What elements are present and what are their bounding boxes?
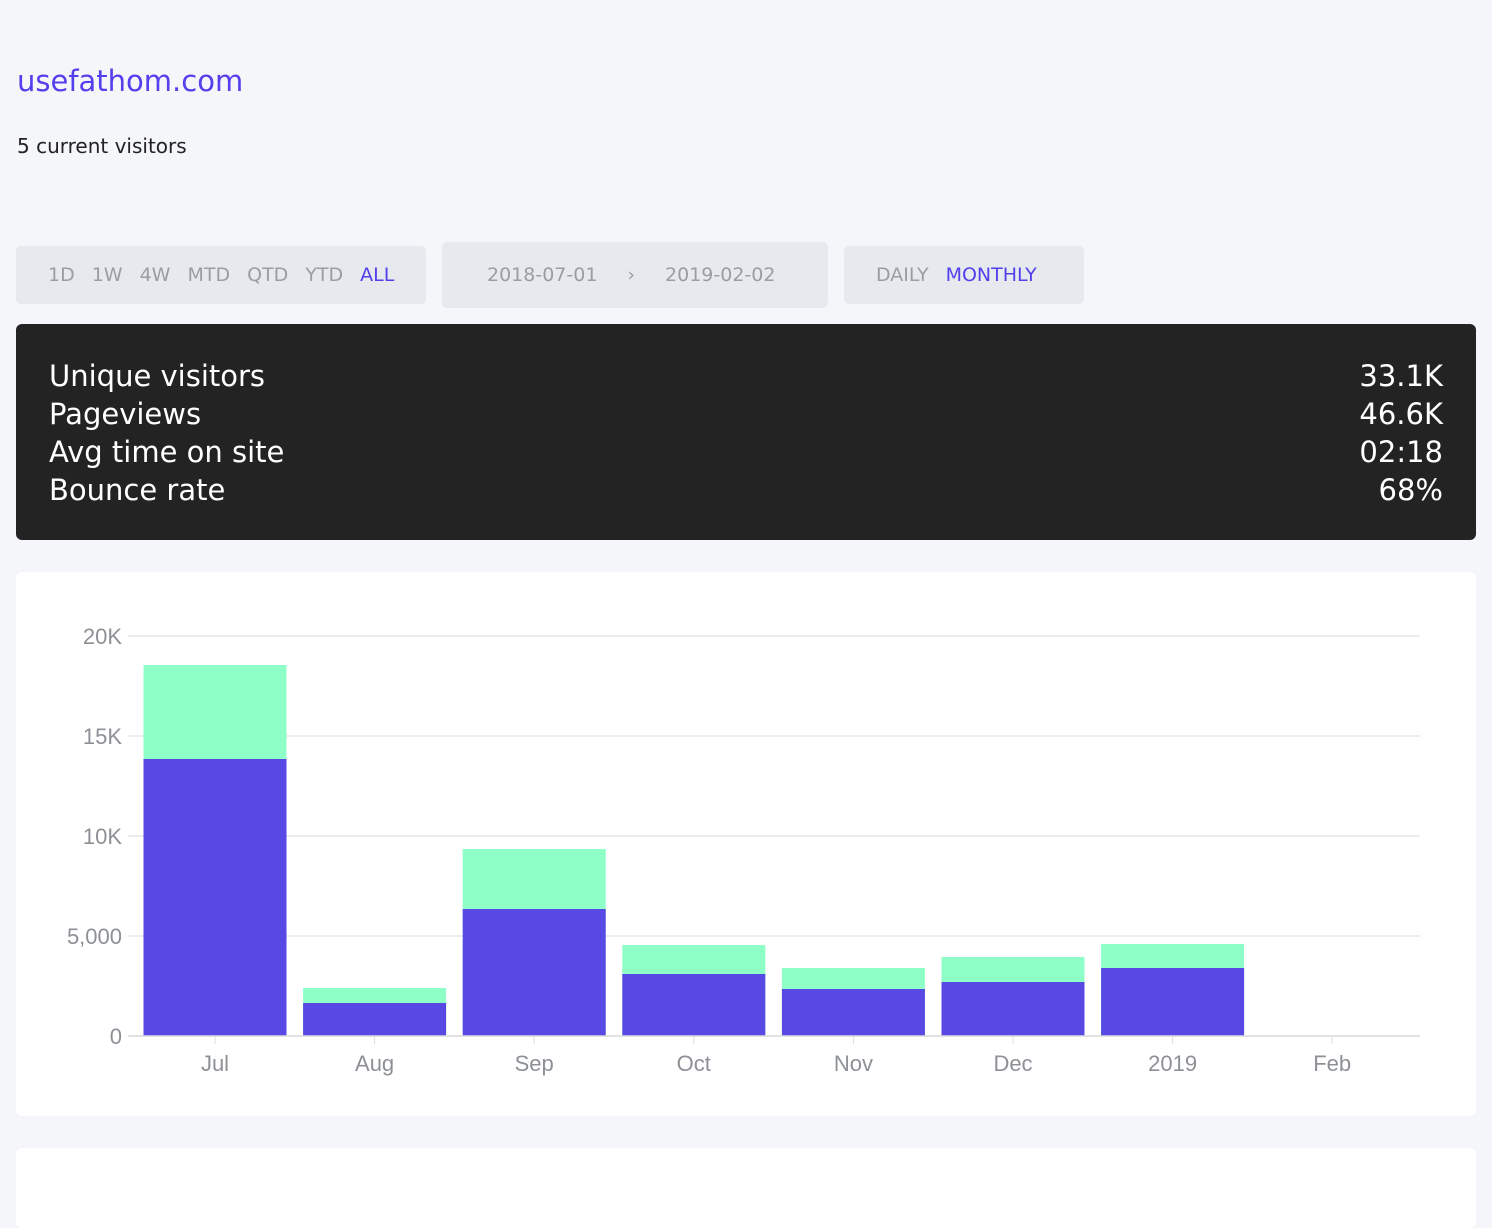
visitors-bar	[143, 759, 287, 1036]
x-tick-label: Sep	[515, 1051, 554, 1076]
total-value: 68%	[1378, 473, 1443, 507]
period-selector: 1D 1W 4W MTD QTD YTD ALL	[16, 246, 426, 304]
visitors-bar	[462, 909, 606, 1036]
period-1d[interactable]: 1D	[48, 264, 75, 286]
current-visitors: 5 current visitors	[17, 134, 187, 158]
x-tick-label: Feb	[1313, 1051, 1351, 1076]
total-row: Bounce rate 68%	[49, 471, 1443, 509]
visitors-bar	[941, 982, 1085, 1036]
bottom-card	[16, 1148, 1476, 1228]
visitors-bar	[303, 1003, 447, 1036]
period-mtd[interactable]: MTD	[187, 264, 231, 286]
period-qtd[interactable]: QTD	[247, 264, 289, 286]
period-1w[interactable]: 1W	[91, 264, 123, 286]
x-tick-label: Oct	[677, 1051, 711, 1076]
total-label: Bounce rate	[49, 473, 226, 507]
y-tick-label: 15K	[83, 724, 122, 749]
site-link[interactable]: usefathom.com	[17, 64, 244, 98]
x-tick-label: Aug	[355, 1051, 394, 1076]
total-row: Pageviews 46.6K	[49, 395, 1443, 433]
total-label: Unique visitors	[49, 359, 266, 393]
y-tick-label: 5,000	[67, 924, 122, 949]
x-tick-label: Jul	[201, 1051, 229, 1076]
y-tick-label: 10K	[83, 824, 122, 849]
period-4w[interactable]: 4W	[139, 264, 171, 286]
total-value: 46.6K	[1359, 397, 1443, 431]
total-label: Pageviews	[49, 397, 202, 431]
period-all[interactable]: ALL	[360, 264, 395, 286]
visitors-bar	[1101, 968, 1245, 1036]
total-row: Avg time on site 02:18	[49, 433, 1443, 471]
y-tick-label: 0	[110, 1024, 122, 1049]
interval-selector: DAILY MONTHLY	[844, 246, 1084, 304]
interval-monthly[interactable]: MONTHLY	[945, 264, 1037, 286]
total-row: Unique visitors 33.1K	[49, 357, 1443, 395]
period-ytd[interactable]: YTD	[305, 264, 344, 286]
visitors-bar	[622, 974, 766, 1036]
total-value: 02:18	[1359, 435, 1443, 469]
x-tick-label: Dec	[993, 1051, 1032, 1076]
x-tick-label: Nov	[834, 1051, 873, 1076]
visits-chart: 0 5,000 10K 15K 20K Jul Aug Sep Oct Nov Dec 2019 Feb	[67, 624, 1420, 1076]
interval-daily[interactable]: DAILY	[876, 264, 929, 286]
total-value: 33.1K	[1359, 359, 1443, 393]
start-date[interactable]: 2018-07-01	[487, 264, 598, 286]
range-separator: ›	[627, 264, 636, 286]
y-tick-label: 20K	[83, 624, 122, 649]
visitors-bar	[781, 989, 925, 1036]
totals-panel: Unique visitors 33.1K Pageviews 46.6K Avg ti…	[16, 324, 1476, 540]
end-date[interactable]: 2019-02-02	[665, 264, 776, 286]
chart-card: 0 5,000 10K 15K 20K Jul Aug Sep Oct Nov Dec 2019 Feb	[16, 572, 1476, 1116]
x-tick-label: 2019	[1148, 1051, 1197, 1076]
date-range: 2018-07-01 › 2019-02-02	[442, 242, 828, 308]
total-label: Avg time on site	[49, 435, 285, 469]
